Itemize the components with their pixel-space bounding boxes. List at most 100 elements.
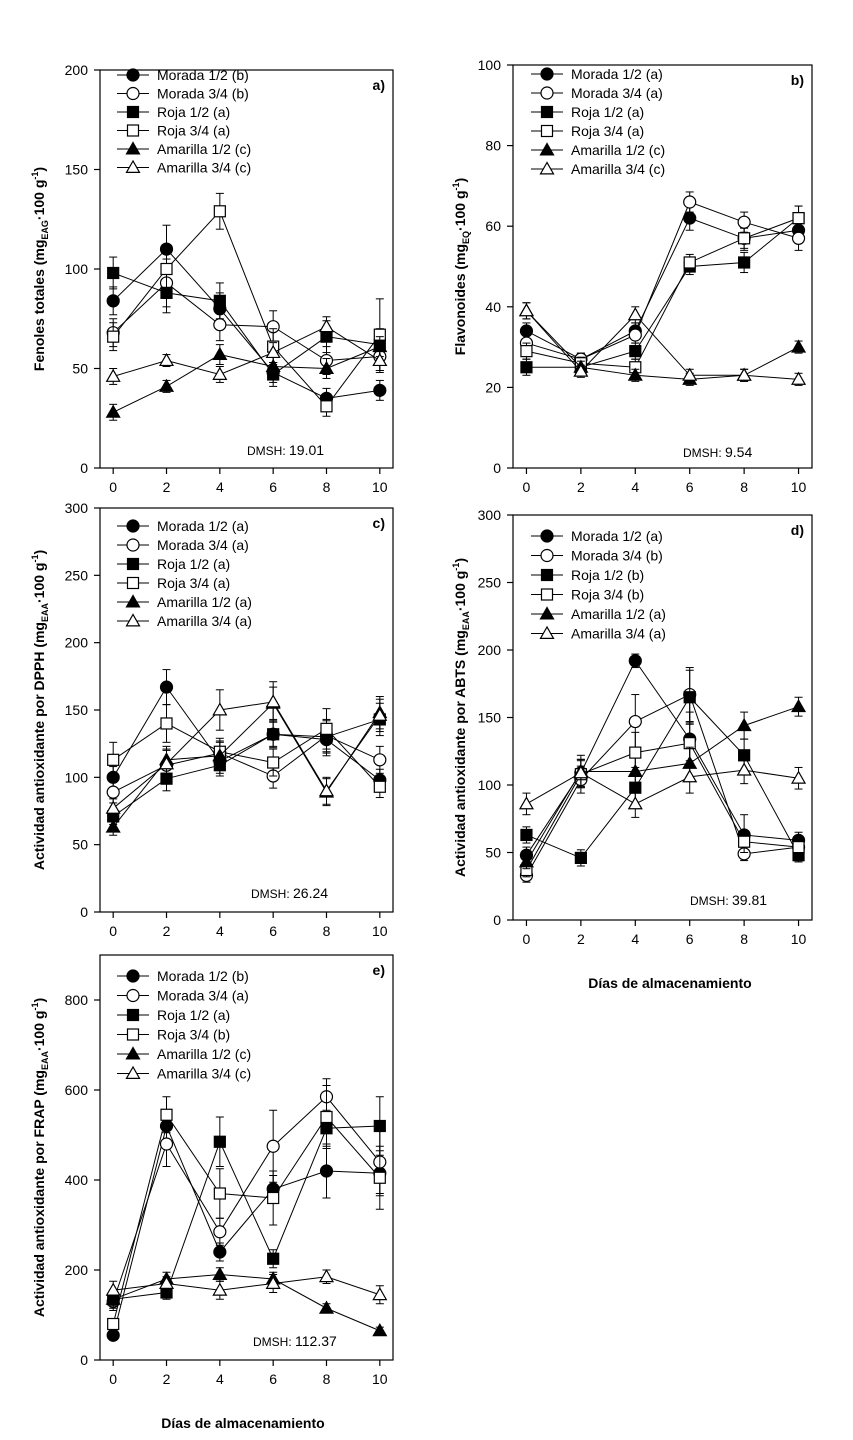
panel-c: 0 50 100 150 200 250 300 0 2 4 6 8 10 Actividad antio… (30, 500, 394, 939)
data-point (158, 1275, 175, 1289)
data-point (736, 717, 752, 732)
legend-entry: Amarilla 1/2 (a) (117, 594, 252, 610)
series-line (113, 326, 381, 377)
series-1 (106, 718, 387, 804)
x-tick-label: 8 (740, 931, 748, 947)
data-point (318, 1300, 335, 1314)
series-line (112, 1124, 380, 1336)
series-line (112, 686, 381, 781)
series-1 (106, 258, 387, 375)
y-tick-label: 20 (485, 379, 501, 395)
y-axis-title: Flavonoides (mgEQ·100 g-1) (451, 178, 471, 355)
dmsh-label: DMSH: 9.54 (683, 444, 752, 460)
legend-entry: Amarilla 1/2 (c) (531, 142, 665, 158)
data-point (518, 796, 534, 810)
data-point (518, 854, 534, 868)
data-point (158, 756, 175, 770)
y-tick-label: 0 (80, 460, 88, 476)
dmsh-label: DMSH: 39.81 (690, 892, 767, 908)
legend-label: Morada 1/2 (a) (157, 518, 249, 534)
data-point (213, 1225, 227, 1239)
y-axis-title: Actividad antioxidante por ABTS (mgEAA·1… (451, 558, 471, 877)
legend-entry: Roja 1/2 (b) (531, 567, 644, 583)
legend-marker (540, 67, 554, 81)
x-tick-label: 6 (686, 931, 694, 947)
legend-label: Amarilla 1/2 (a) (157, 594, 252, 610)
data-point (736, 367, 752, 381)
data-point (105, 800, 121, 814)
series-line (112, 735, 381, 793)
legend-label: Amarilla 1/2 (c) (157, 1046, 251, 1062)
legend-entry: Roja 3/4 (a) (117, 575, 230, 591)
legend-entry: Amarilla 3/4 (c) (531, 161, 665, 177)
series-line (526, 217, 799, 360)
x-tick-label: 0 (109, 923, 117, 939)
x-tick-label: 4 (631, 479, 639, 495)
data-point (318, 360, 335, 374)
legend-label: Roja 1/2 (a) (157, 556, 230, 572)
data-point (791, 371, 807, 385)
x-tick-label: 2 (163, 1371, 171, 1387)
series-0 (106, 1112, 387, 1342)
legend-marker (126, 1028, 140, 1041)
legend-marker (126, 68, 140, 82)
data-point (107, 330, 120, 343)
legend-marker (540, 86, 554, 100)
legend-label: Amarilla 1/2 (c) (571, 142, 665, 158)
data-point (518, 303, 534, 317)
data-point (573, 765, 589, 779)
series-4 (105, 336, 388, 421)
data-point (159, 1137, 174, 1151)
legend-entry: Morada 3/4 (b) (531, 548, 663, 564)
y-tick-label: 150 (65, 702, 89, 718)
legend-marker (539, 606, 555, 620)
data-point (574, 851, 587, 865)
x-tick-label: 0 (109, 479, 117, 495)
series-2 (107, 1096, 386, 1307)
legend-entry: Amarilla 1/2 (c) (117, 1046, 251, 1062)
data-point (318, 783, 335, 797)
series-line (526, 693, 799, 876)
data-point (736, 762, 752, 776)
legend-label: Morada 1/2 (a) (571, 528, 663, 544)
data-point (212, 1282, 228, 1296)
y-tick-label: 600 (65, 1082, 89, 1098)
right-column-x-axis-title: Días de almacenamiento (588, 975, 751, 991)
series-3 (107, 704, 386, 799)
data-point (105, 368, 121, 382)
x-tick-label: 4 (631, 931, 639, 947)
y-axis-title: Actividad antioxidante por FRAP (mgEAA·1… (30, 998, 50, 1317)
x-tick-label: 10 (372, 479, 388, 495)
legend-label: Morada 1/2 (b) (157, 67, 249, 83)
legend-entry: Morada 3/4 (a) (117, 537, 249, 553)
panel-tag: d) (791, 522, 804, 538)
data-point (737, 215, 751, 229)
data-point (738, 232, 751, 245)
y-tick-label: 0 (80, 1352, 88, 1368)
legend-label: Morada 1/2 (a) (571, 66, 663, 82)
panel-e: 0 200 400 600 800 0 2 4 6 8 10 Actividad antioxidan… (30, 954, 394, 1387)
data-point (107, 1317, 120, 1331)
series-4 (518, 696, 807, 870)
x-tick-label: 8 (323, 923, 331, 939)
series-line (526, 742, 799, 871)
legend-label: Roja 1/2 (a) (157, 1007, 230, 1023)
legend-marker (125, 1046, 141, 1060)
data-point (373, 1171, 386, 1184)
data-point (320, 1110, 333, 1124)
series-5 (518, 302, 807, 386)
data-point (212, 702, 228, 716)
panel-b: 0 20 40 60 80 100 0 2 4 6 8 10 Flavonoides (mgEQ·100… (451, 57, 813, 495)
y-tick-label: 300 (65, 500, 89, 516)
legend-label: Morada 3/4 (a) (157, 537, 249, 553)
data-point (213, 1245, 227, 1259)
data-point (265, 358, 281, 372)
panel-tag: a) (373, 77, 385, 93)
series-line (112, 1096, 381, 1302)
legend-entry: Morada 1/2 (a) (531, 528, 663, 544)
x-tick-label: 0 (109, 1371, 117, 1387)
data-point (683, 195, 697, 209)
y-axis-title: Actividad antioxidante por DPPH (mgEAA·1… (30, 550, 50, 870)
data-point (373, 383, 387, 397)
